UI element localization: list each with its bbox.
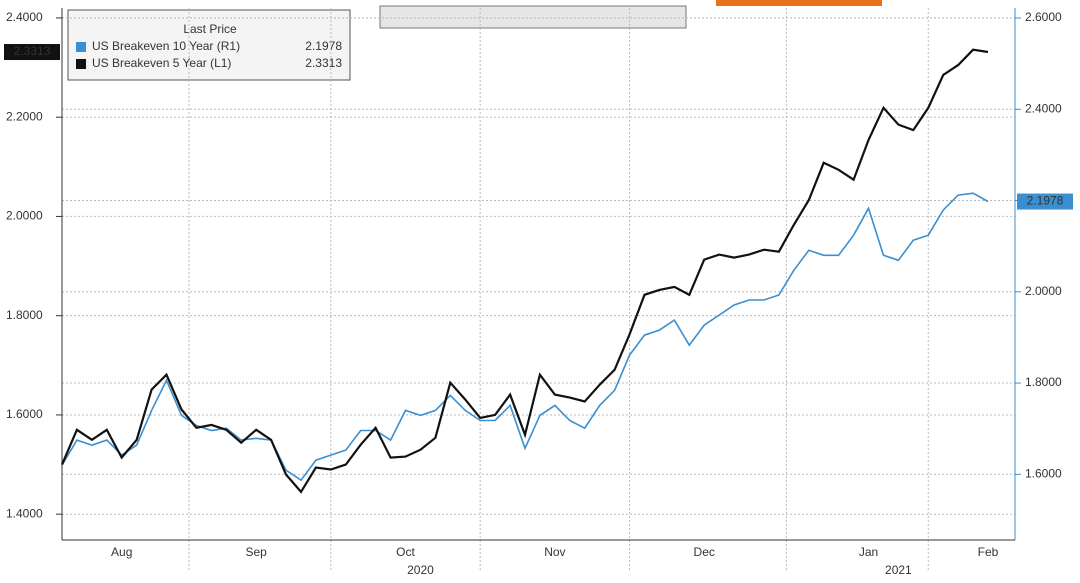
legend-label: US Breakeven 10 Year (R1): [92, 39, 240, 53]
legend-box: [67, 9, 351, 81]
y-tick-label: 1.8000: [6, 308, 43, 322]
x-year-label: 2021: [885, 563, 912, 577]
x-tick-label: Feb: [978, 545, 999, 559]
y-tick-label: 2.4000: [6, 10, 43, 24]
legend-swatch: [76, 42, 86, 52]
legend-label: US Breakeven 5 Year (L1): [92, 56, 231, 70]
y-tick-label: 1.4000: [6, 506, 43, 520]
x-tick-label: Nov: [544, 545, 565, 559]
y-tick-label: 2.0000: [6, 209, 43, 223]
y2-tick-label: 2.0000: [1025, 284, 1062, 298]
y-tick-label: 1.6000: [6, 407, 43, 421]
y2-tick-label: 1.6000: [1025, 466, 1062, 480]
y-tick-label: 2.2000: [6, 109, 43, 123]
last-price-tag: [4, 44, 60, 61]
x-tick-label: Sep: [245, 545, 267, 559]
y2-tick-label: 1.8000: [1025, 375, 1062, 389]
legend-value: 2.1978: [305, 39, 342, 53]
legend-swatch: [76, 59, 86, 69]
last-price-label: 2.3313: [14, 44, 51, 58]
x-tick-label: Aug: [111, 545, 132, 559]
y2-tick-label: 2.6000: [1025, 10, 1062, 24]
legend: Last Price US Breakeven 10 Year (R1) 2.19…: [67, 9, 351, 81]
legend-value: 2.3313: [305, 56, 342, 70]
legend-title: Last Price: [183, 22, 237, 36]
toolbar[interactable]: [379, 5, 687, 29]
toolbar-tab[interactable]: [716, 0, 882, 6]
x-tick-label: Jan: [859, 545, 878, 559]
x-year-label: 2020: [407, 563, 434, 577]
series-line: [60, 48, 989, 494]
x-tick-label: Dec: [694, 545, 715, 559]
last-price-label: 2.1978: [1027, 194, 1064, 208]
y2-tick-label: 2.4000: [1025, 101, 1062, 115]
x-tick-label: Oct: [396, 545, 415, 559]
last-price-tag: [1017, 193, 1073, 210]
series-line: [61, 192, 989, 482]
